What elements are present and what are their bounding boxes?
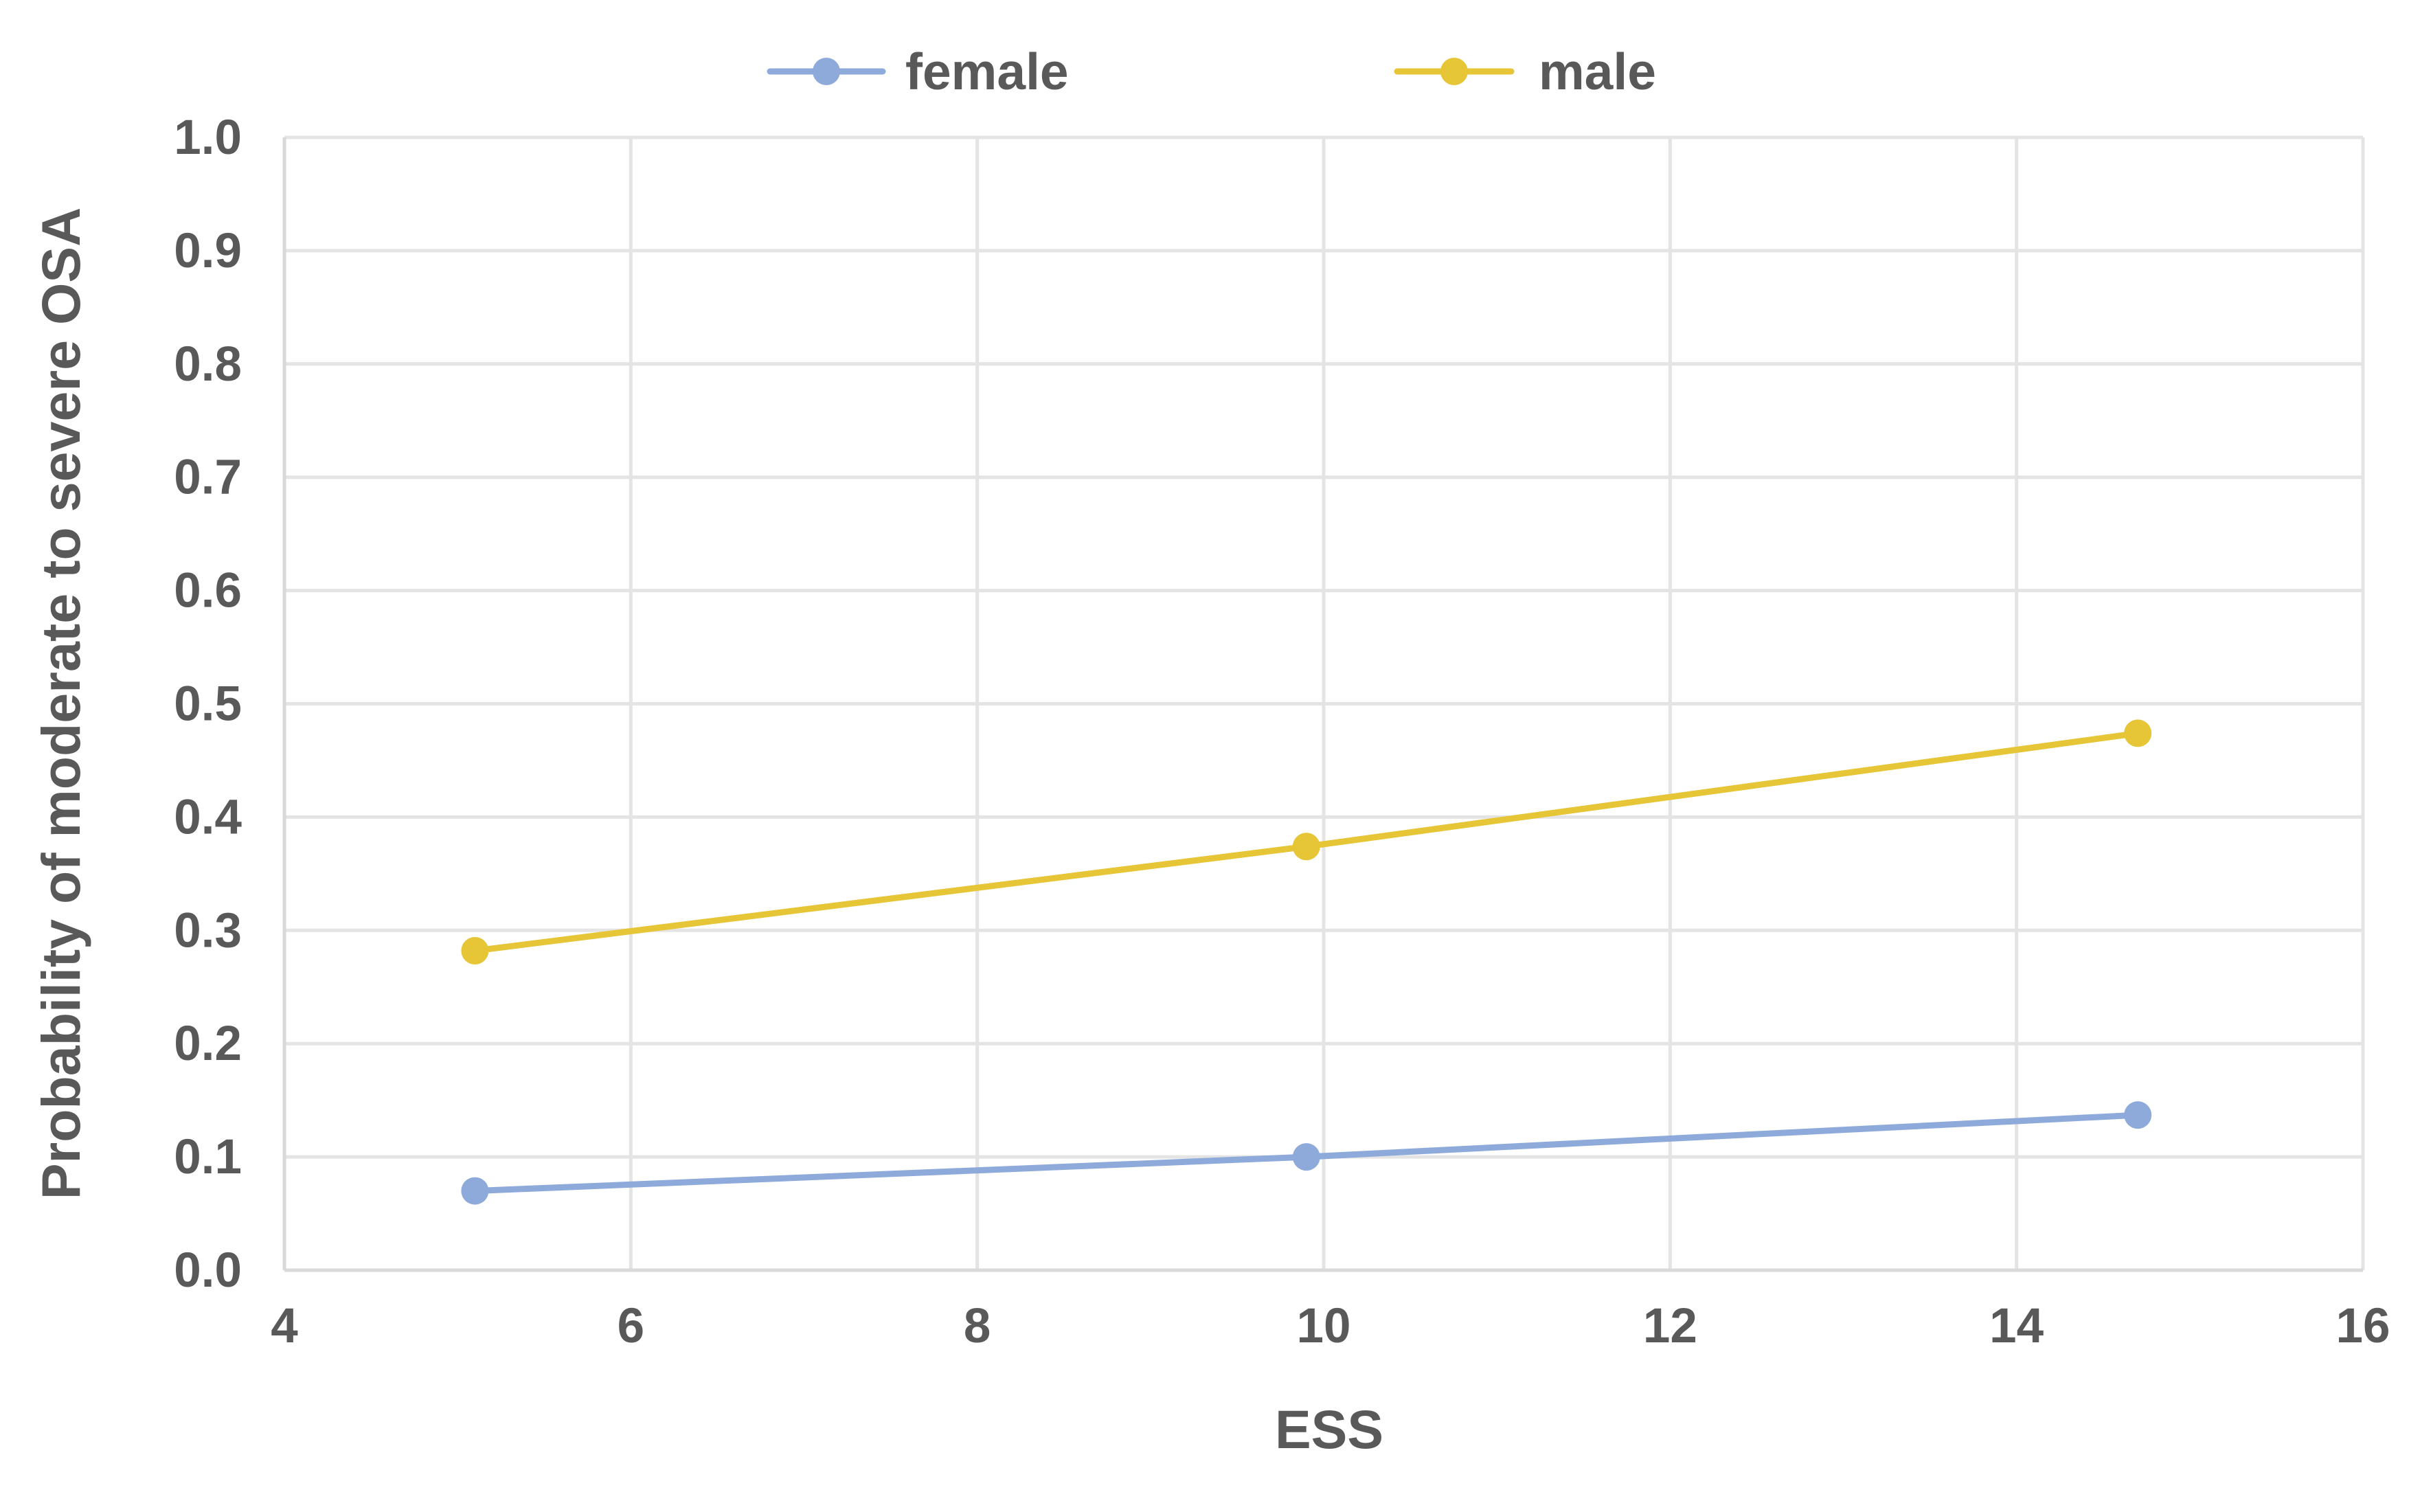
data-point-female: [461, 1177, 489, 1205]
gridlines: [284, 135, 2365, 1270]
y-tick-label: 1.0: [174, 111, 242, 165]
y-tick-label: 0.4: [174, 790, 242, 844]
x-tick-label: 12: [1643, 1299, 1697, 1353]
y-tick-label: 0.2: [174, 1017, 242, 1071]
legend-swatch-marker-male: [1440, 58, 1468, 85]
x-tick-label: 14: [1989, 1299, 2044, 1353]
x-axis-title: ESS: [1275, 1399, 1383, 1460]
data-point-male: [2124, 719, 2152, 747]
y-tick-label: 0.3: [174, 903, 242, 958]
data-point-female: [2124, 1101, 2152, 1129]
y-tick-label: 0.7: [174, 451, 242, 505]
y-tick-label: 0.1: [174, 1130, 242, 1184]
tick-labels: 0.0 0.1 0.2 0.3 0.4 0.5 0.6 0.7 0.8 0.9 1.0 4 6 8 10 12…: [174, 111, 2390, 1353]
legend: female male: [767, 43, 1656, 100]
data-point-male: [1292, 833, 1320, 861]
y-tick-label: 0.0: [174, 1243, 242, 1298]
data-point-male: [461, 936, 489, 964]
y-tick-label: 0.5: [174, 677, 242, 732]
legend-label-male: male: [1539, 43, 1656, 100]
series-lines: [461, 719, 2152, 1205]
x-tick-label: 16: [2336, 1299, 2390, 1353]
y-tick-label: 0.9: [174, 224, 242, 278]
x-tick-label: 4: [271, 1299, 298, 1353]
y-tick-label: 0.6: [174, 564, 242, 618]
axes: [282, 137, 2363, 1272]
legend-swatch-marker-female: [813, 58, 840, 85]
y-axis-title: Probability of moderate to severe OSA: [30, 207, 91, 1199]
y-tick-label: 0.8: [174, 337, 242, 392]
x-tick-label: 6: [618, 1299, 645, 1353]
data-point-female: [1292, 1143, 1320, 1171]
legend-label-female: female: [905, 43, 1069, 100]
x-tick-label: 10: [1297, 1299, 1351, 1353]
x-tick-label: 8: [964, 1299, 991, 1353]
